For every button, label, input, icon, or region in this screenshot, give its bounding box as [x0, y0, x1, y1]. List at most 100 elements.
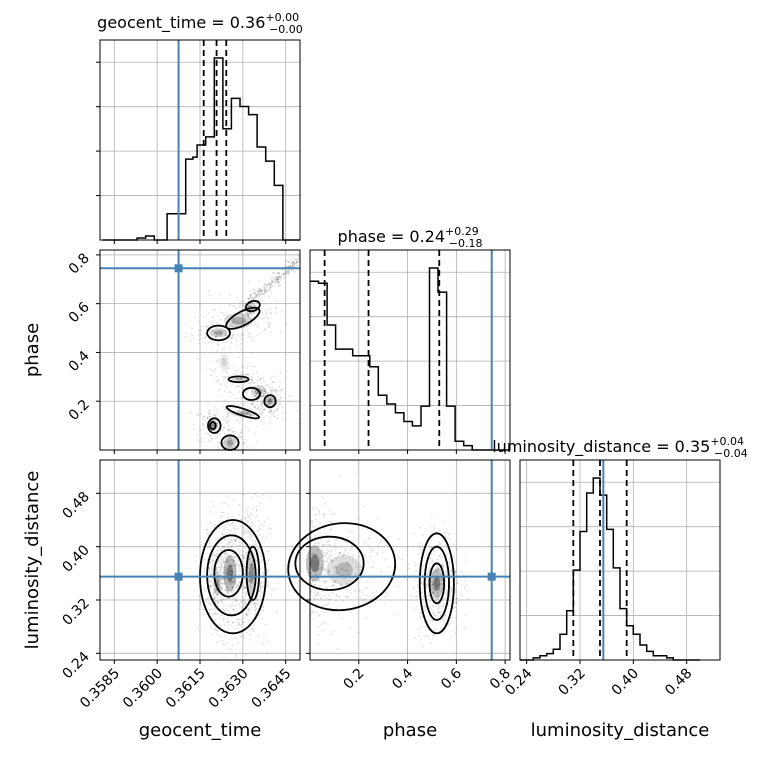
sample-point: [230, 558, 233, 561]
sample-point: [265, 290, 268, 292]
sample-point: [323, 513, 326, 516]
sample-point: [278, 271, 280, 274]
sample-point: [268, 284, 270, 287]
sample-point: [255, 293, 258, 295]
sample-point: [317, 615, 320, 617]
sample-point: [269, 397, 271, 400]
panel-frame: [309, 459, 511, 661]
sample-point: [222, 415, 225, 418]
sample-point: [330, 554, 332, 557]
sample-point: [198, 607, 200, 610]
sample-point: [424, 635, 427, 637]
sample-point: [442, 597, 445, 600]
sample-point: [189, 340, 192, 342]
sample-point: [248, 305, 251, 308]
sample-point: [230, 342, 233, 345]
sample-point: [349, 530, 351, 533]
sample-point: [224, 577, 226, 580]
sample-point: [271, 389, 274, 392]
sample-point: [265, 311, 268, 314]
sample-point: [216, 641, 219, 644]
sample-point: [216, 604, 219, 607]
sample-point: [270, 410, 273, 412]
sample-point: [316, 568, 319, 571]
sample-point: [218, 635, 221, 637]
sample-point: [229, 624, 232, 626]
sample-point: [204, 336, 207, 339]
sample-point: [222, 560, 225, 563]
sample-point: [424, 605, 427, 608]
sample-point: [390, 535, 392, 538]
sample-point: [239, 300, 242, 303]
sample-point: [233, 584, 236, 586]
sample-point: [281, 389, 284, 392]
sample-point: [241, 314, 244, 317]
sample-point: [217, 579, 220, 582]
sample-point: [291, 263, 294, 266]
sample-point: [222, 618, 225, 621]
sample-point: [264, 392, 267, 395]
sample-point: [245, 611, 248, 614]
sample-point: [202, 316, 205, 319]
sample-point: [223, 581, 226, 583]
sample-point: [317, 541, 319, 544]
sample-point: [203, 415, 206, 418]
sample-point: [241, 364, 244, 367]
sample-point: [276, 279, 279, 281]
sample-point: [240, 618, 243, 621]
density-peak: [433, 575, 441, 591]
sample-point: [435, 531, 438, 533]
sample-point: [279, 380, 281, 383]
sample-point: [219, 319, 222, 321]
sample-point: [238, 603, 241, 606]
sample-point: [221, 311, 224, 314]
sample-point: [214, 414, 216, 416]
sample-point: [248, 298, 250, 301]
sample-point: [225, 566, 228, 569]
sample-point: [267, 570, 270, 572]
sample-point: [377, 545, 379, 548]
sample-point: [215, 361, 218, 363]
sample-point: [345, 582, 348, 585]
sample-point: [347, 594, 350, 597]
sample-point: [272, 285, 274, 287]
sample-point: [225, 560, 228, 563]
sample-point: [434, 597, 437, 600]
sample-point: [225, 577, 228, 580]
sample-point: [227, 367, 230, 370]
sample-point: [250, 447, 252, 449]
sample-point: [230, 523, 233, 526]
sample-point: [422, 578, 425, 580]
sample-point: [333, 584, 335, 587]
sample-point: [251, 496, 254, 499]
sample-point: [226, 412, 229, 414]
sample-point: [202, 423, 205, 426]
sample-point: [244, 587, 247, 589]
sample-point: [209, 574, 212, 577]
sample-point: [198, 320, 201, 322]
sample-point: [424, 608, 426, 611]
sample-point: [214, 601, 217, 603]
sample-point: [438, 587, 440, 590]
sample-point: [203, 613, 206, 616]
sample-point: [251, 297, 254, 300]
sample-point: [217, 394, 220, 397]
sample-point: [213, 597, 216, 599]
sample-point: [225, 557, 228, 559]
sample-point: [235, 599, 238, 602]
sample-point: [230, 530, 233, 532]
sample-point: [281, 406, 284, 409]
sample-point: [262, 609, 265, 612]
sample-point: [217, 601, 219, 604]
sample-point: [231, 587, 234, 589]
sample-point: [221, 578, 223, 581]
sample-point: [289, 265, 291, 267]
sample-point: [230, 445, 232, 448]
sample-point: [262, 389, 264, 392]
sample-point: [212, 594, 215, 596]
sample-point: [234, 578, 237, 580]
sample-point: [229, 429, 231, 432]
sample-point: [278, 399, 281, 401]
sample-point: [316, 561, 319, 564]
sample-point: [279, 402, 282, 405]
